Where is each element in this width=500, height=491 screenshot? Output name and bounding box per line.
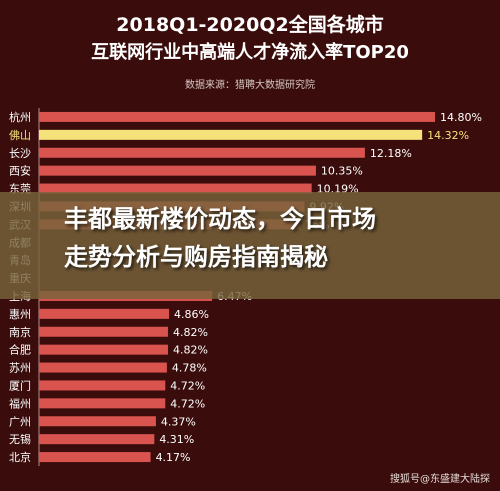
- data-source-note: 数据来源：猎聘大数据研究院: [185, 80, 315, 91]
- bar: [39, 183, 312, 194]
- category-label: 广州: [9, 415, 31, 428]
- value-label: 12.18%: [370, 147, 412, 160]
- bar: [39, 326, 168, 337]
- value-label: 4.37%: [161, 415, 196, 428]
- value-label: 4.86%: [174, 308, 209, 321]
- bar: [39, 452, 151, 463]
- bar: [39, 308, 170, 319]
- headline-text: 丰都最新楼价动态，今日市场 走势分析与购房指南揭秘: [64, 200, 484, 276]
- value-label: 4.82%: [173, 326, 208, 339]
- value-label: 4.31%: [159, 433, 194, 446]
- bar: [39, 380, 166, 391]
- value-label: 4.72%: [170, 379, 205, 392]
- watermark: 搜狐号@东盛建大陆探: [390, 474, 490, 485]
- category-label: 厦门: [9, 378, 31, 392]
- chart-title-line2: 互联网行业中高端人才净流入率TOP20: [91, 42, 409, 63]
- bar: [39, 129, 423, 140]
- value-label: 4.82%: [173, 344, 208, 357]
- value-label: 4.72%: [170, 397, 205, 410]
- bar: [39, 111, 435, 122]
- bar: [39, 344, 168, 355]
- headline-banner: 丰都最新楼价动态，今日市场 走势分析与购房指南揭秘: [0, 192, 500, 299]
- category-label: 苏州: [9, 362, 31, 375]
- bar: [39, 416, 156, 427]
- value-label: 4.17%: [156, 451, 191, 464]
- value-label: 14.32%: [427, 129, 469, 142]
- category-label: 无锡: [9, 432, 31, 446]
- headline-line1: 丰都最新楼价动态，今日市场: [64, 205, 376, 233]
- category-label: 北京: [9, 450, 31, 464]
- category-label: 南京: [9, 325, 31, 339]
- bar: [39, 362, 167, 373]
- headline-line2: 走势分析与购房指南揭秘: [64, 243, 328, 271]
- category-label: 福州: [9, 396, 31, 410]
- bar: [39, 147, 365, 158]
- category-label: 惠州: [9, 307, 31, 321]
- category-label: 杭州: [9, 110, 31, 124]
- bar: [39, 165, 316, 176]
- category-label: 合肥: [9, 343, 31, 357]
- category-label: 西安: [9, 164, 31, 178]
- value-label: 10.35%: [321, 165, 363, 178]
- value-label: 4.78%: [172, 362, 207, 375]
- bar: [39, 398, 166, 409]
- bar: [39, 434, 155, 445]
- chart-title-line1: 2018Q1-2020Q2全国各城市: [116, 14, 384, 36]
- value-label: 14.80%: [440, 111, 482, 124]
- category-label: 佛山: [9, 129, 31, 142]
- category-label: 长沙: [9, 147, 31, 160]
